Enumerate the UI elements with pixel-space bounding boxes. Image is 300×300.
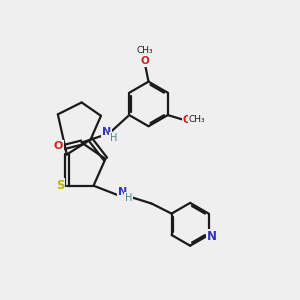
Text: CH₃: CH₃: [137, 46, 154, 55]
Text: N: N: [207, 230, 217, 243]
Text: CH₃: CH₃: [188, 115, 205, 124]
Text: O: O: [54, 140, 63, 151]
Text: O: O: [141, 56, 150, 66]
Text: O: O: [183, 115, 191, 125]
Text: N: N: [118, 187, 127, 197]
Text: N: N: [102, 127, 112, 136]
Text: H: H: [110, 133, 117, 142]
Text: S: S: [56, 179, 64, 192]
Text: H: H: [125, 193, 132, 203]
